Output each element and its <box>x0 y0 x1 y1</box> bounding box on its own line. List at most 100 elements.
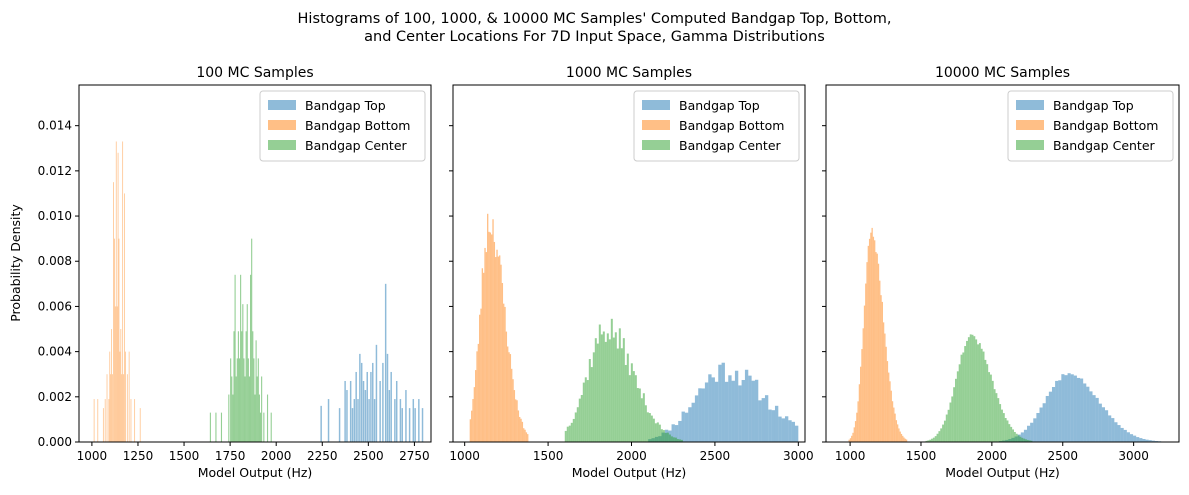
bar-center <box>238 358 241 442</box>
bar-center <box>929 439 932 442</box>
bar-top <box>701 388 705 442</box>
bar-center <box>582 382 585 442</box>
legend-label-bottom: Bandgap Bottom <box>305 118 410 133</box>
bar-bottom <box>881 301 883 442</box>
bar-top <box>1030 422 1034 442</box>
bar-bottom <box>885 346 887 442</box>
bar-bottom <box>104 399 106 442</box>
bar-center <box>209 412 211 442</box>
bar-top <box>364 390 367 442</box>
bar-top <box>1055 380 1059 442</box>
bar-top <box>681 411 685 442</box>
bar-bottom <box>118 238 120 442</box>
bar-center <box>648 413 651 442</box>
bar-top <box>744 369 749 442</box>
bar-top <box>359 353 361 442</box>
bar-top <box>418 399 420 442</box>
plot-frame <box>78 84 432 443</box>
bar-bottom <box>480 308 482 442</box>
bar-center <box>570 422 573 442</box>
bar-center <box>254 394 256 442</box>
bar-bottom <box>487 213 489 442</box>
bar-bottom <box>507 346 509 442</box>
bar-top <box>728 375 732 442</box>
bar-center <box>990 374 992 442</box>
bar-top <box>1092 395 1096 442</box>
bar-top <box>1108 415 1112 442</box>
bar-center <box>215 412 217 442</box>
bar-center <box>967 337 970 442</box>
x-tick-label: 2500 <box>700 449 731 463</box>
bar-top <box>1048 391 1052 442</box>
bar-bottom <box>508 352 510 442</box>
figure-title-line1: Histograms of 100, 1000, & 10000 MC Samp… <box>298 11 892 27</box>
bar-center <box>257 358 259 442</box>
bar-top <box>1095 397 1099 442</box>
bar-center <box>949 402 952 442</box>
bar-center <box>574 412 577 442</box>
figure-title-line2: and Center Locations For 7D Input Space,… <box>364 29 825 45</box>
bar-center <box>658 424 661 442</box>
legend: Bandgap Top Bandgap Bottom Bandgap Center <box>633 90 800 162</box>
bar-bottom <box>472 399 474 442</box>
bar-top <box>1101 407 1105 442</box>
bar-center <box>940 428 943 442</box>
bar-bottom <box>134 399 136 442</box>
bar-bottom <box>110 374 112 442</box>
bar-center <box>958 364 961 442</box>
bar-top <box>1023 429 1028 442</box>
bar-center <box>947 409 950 442</box>
bar-center <box>962 352 965 442</box>
bar-center <box>258 394 260 442</box>
bar-top <box>320 405 322 442</box>
bar-bottom <box>893 407 895 442</box>
bar-top <box>1058 380 1062 442</box>
bar-center <box>943 420 946 442</box>
bar-bottom <box>93 399 95 442</box>
bar-bottom <box>521 421 524 442</box>
bar-bottom <box>902 435 904 442</box>
bar-bottom <box>886 361 889 442</box>
bar-bottom <box>492 219 494 442</box>
bar-center <box>660 429 663 442</box>
x-tick-label: 1000 <box>449 449 480 463</box>
bar-center <box>600 334 603 442</box>
legend-swatch-bottom <box>268 120 296 130</box>
x-axis-label: Model Output (Hz) <box>945 465 1060 480</box>
bar-top <box>704 382 709 442</box>
bar-center <box>1019 436 1022 442</box>
legend-label-top: Bandgap Top <box>1053 98 1134 113</box>
x-tick-label: 2000 <box>261 449 292 463</box>
bar-center <box>253 358 255 442</box>
plot-frame <box>825 84 1180 443</box>
bar-center <box>612 337 615 442</box>
bar-top <box>338 408 341 442</box>
bar-bottom <box>488 231 490 442</box>
bar-top <box>1139 438 1143 442</box>
bar-bottom <box>108 399 110 442</box>
bar-center <box>964 346 967 442</box>
bar-top <box>394 399 396 442</box>
bar-center <box>938 431 941 442</box>
bar-top <box>1080 378 1084 442</box>
bar-center <box>1006 420 1009 442</box>
x-tick-label: 2500 <box>353 449 384 463</box>
bar-center <box>243 358 245 442</box>
bar-bottom <box>484 247 486 442</box>
legend-swatch-top <box>1016 100 1044 110</box>
bar-top <box>1148 440 1152 442</box>
bar-top <box>412 399 415 442</box>
bar-bottom <box>102 408 104 442</box>
panel-title: 10000 MC Samples <box>935 65 1070 81</box>
x-tick-label: 1500 <box>906 449 937 463</box>
bar-center <box>666 432 669 442</box>
bar-top <box>405 390 407 442</box>
bar-bottom <box>511 368 513 442</box>
bar-top <box>778 416 782 442</box>
bar-top <box>1126 432 1130 442</box>
bar-top <box>1070 374 1074 442</box>
legend-swatch-top <box>642 100 670 110</box>
bar-top <box>691 402 695 442</box>
bar-center <box>636 388 639 442</box>
legend-label-bottom: Bandgap Bottom <box>679 118 784 133</box>
